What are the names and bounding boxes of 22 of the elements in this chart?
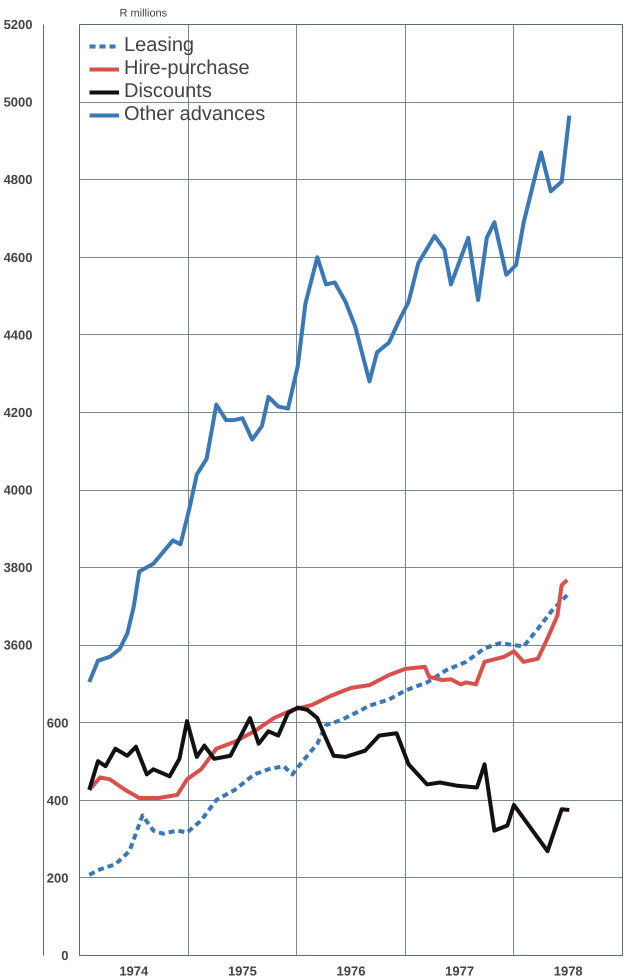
y-tick-label: 0: [61, 948, 69, 963]
chart-title: R millions: [120, 8, 168, 20]
x-tick-label: 1975: [228, 964, 257, 978]
y2-tick-label: 3600: [4, 638, 32, 653]
x-tick-label: 1978: [554, 964, 583, 978]
line-series: [87, 706, 572, 854]
y2-tick-label: 4800: [4, 172, 32, 188]
y2-tick-label: 5000: [4, 94, 32, 110]
y2-tick-label: 4000: [4, 482, 32, 498]
y-tick-label: 200: [46, 870, 69, 886]
x-tick-label: 1976: [336, 964, 366, 978]
y-tick-label: 600: [46, 715, 69, 730]
y-tick-label: 400: [46, 792, 69, 808]
y2-tick-label: 4400: [4, 327, 32, 342]
line-series: [87, 593, 570, 877]
y2-tick-label: 4200: [4, 404, 32, 420]
x-tick-label: 1974: [119, 964, 150, 978]
y2-tick-label: 3800: [4, 560, 32, 576]
y2-tick-label: 5200: [4, 17, 32, 32]
x-tick-label: 1977: [445, 964, 474, 978]
line-series: [87, 578, 570, 800]
y2-tick-label: 4600: [4, 250, 32, 265]
